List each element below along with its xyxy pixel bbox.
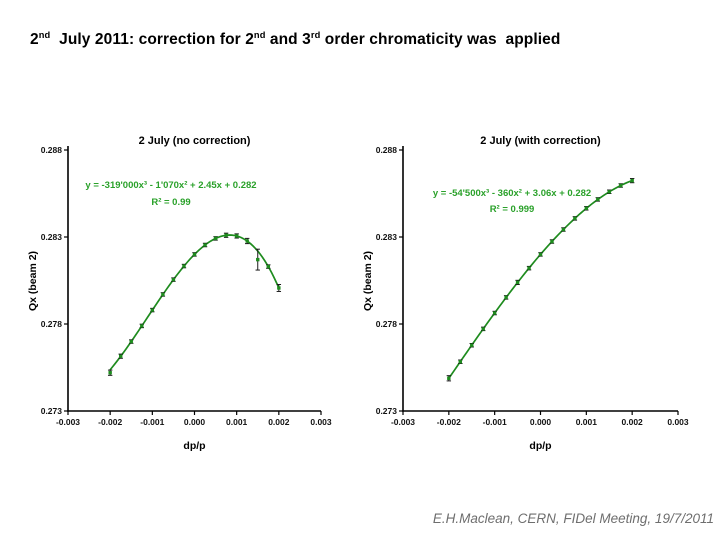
data-point [607, 190, 611, 194]
r-squared-label: R² = 0.999 [490, 204, 535, 215]
y-tick-label: 0.283 [376, 232, 398, 242]
x-tick-label: 0.000 [530, 417, 552, 427]
slide-title-text: and 3 [265, 31, 311, 48]
x-tick-label: 0.000 [184, 417, 206, 427]
fit-equation: y = -319'000x³ - 1'070x² + 2.45x + 0.282 [85, 180, 256, 191]
data-point [447, 376, 451, 380]
data-point [538, 252, 543, 257]
data-point [119, 354, 123, 358]
y-tick-label: 0.288 [41, 145, 63, 155]
data-point [550, 239, 554, 244]
y-tick-label: 0.278 [376, 319, 398, 329]
data-point [561, 227, 566, 232]
data-point [619, 183, 623, 188]
slide-title-text: order chromaticity was applied [320, 31, 561, 48]
data-point [573, 216, 577, 221]
data-point [140, 324, 144, 328]
data-point [213, 236, 218, 241]
data-point [630, 178, 634, 183]
y-tick-label: 0.278 [41, 319, 63, 329]
data-point [108, 371, 112, 375]
data-point [256, 257, 260, 262]
chart-title: 2 July (with correction) [480, 135, 601, 147]
data-point [171, 277, 176, 282]
fit-curve [447, 179, 634, 380]
x-tick-label: -0.001 [483, 417, 507, 427]
data-point [277, 286, 281, 290]
slide-title-text: July 2011: correction for 2 [50, 31, 254, 48]
y-tick-label: 0.273 [41, 406, 63, 416]
data-point [527, 266, 531, 270]
x-tick-label: -0.003 [391, 417, 415, 427]
x-tick-label: 0.002 [622, 417, 644, 427]
data-point [492, 311, 497, 315]
x-axis-title: dp/p [529, 440, 551, 452]
x-axis-title: dp/p [183, 440, 205, 452]
x-tick-label: 0.002 [268, 417, 290, 427]
data-point [515, 280, 520, 285]
data-point [458, 360, 462, 364]
chart-no-correction-canvas: 0.273 0.278 0.283 0.288 -0.003 -0.002 -0.001 0.… [27, 135, 332, 452]
data-point [504, 295, 508, 300]
x-tick-label: 0.003 [667, 417, 689, 427]
data-point [224, 233, 228, 237]
data-point [266, 264, 270, 269]
x-tick-label: 0.001 [576, 417, 598, 427]
chart-no-correction: 0.273 0.278 0.283 0.288 -0.003 -0.002 -0.001 0.… [25, 128, 345, 460]
x-tick-label: 0.003 [310, 417, 332, 427]
data-point [584, 206, 589, 210]
y-tick-label: 0.273 [376, 406, 398, 416]
chart-with-correction: 0.273 0.278 0.283 0.288 -0.003 -0.002 -0.001 0.… [360, 128, 690, 460]
x-tick-label: -0.002 [437, 417, 461, 427]
y-axis-title: Qx (beam 2) [27, 251, 39, 311]
y-tick-label: 0.283 [41, 232, 63, 242]
x-tick-label: 0.001 [226, 417, 248, 427]
data-point [129, 339, 133, 344]
r-squared-label: R² = 0.99 [151, 197, 190, 208]
slide-title-superscript: nd [38, 29, 51, 40]
slide-title-superscript: nd [253, 29, 266, 40]
footer-credit: E.H.Maclean, CERN, FIDel Meeting, 19/7/2… [432, 511, 714, 526]
data-point [182, 264, 186, 268]
x-tick-label: -0.002 [98, 417, 122, 427]
fit-equation: y = -54'500x³ - 360x² + 3.06x + 0.282 [433, 188, 591, 199]
y-tick-label: 0.288 [376, 145, 398, 155]
data-point [161, 292, 165, 297]
data-point [481, 327, 485, 331]
chart-with-correction-canvas: 0.273 0.278 0.283 0.288 -0.003 -0.002 -0.001 0.… [362, 135, 689, 452]
slide-title: 2nd July 2011: correction for 2nd and 3r… [30, 29, 700, 49]
data-point [203, 243, 207, 247]
x-tick-label: -0.001 [140, 417, 164, 427]
data-point [596, 197, 600, 202]
slide-title-superscript: rd [310, 29, 321, 40]
data-point [470, 343, 474, 347]
data-point [245, 239, 249, 243]
slide-title-text: 2 [30, 31, 39, 48]
data-point [150, 308, 155, 312]
x-tick-label: -0.003 [56, 417, 80, 427]
data-point [192, 252, 197, 257]
data-point [234, 234, 239, 238]
chart-title: 2 July (no correction) [139, 135, 251, 147]
y-axis-title: Qx (beam 2) [362, 251, 374, 311]
